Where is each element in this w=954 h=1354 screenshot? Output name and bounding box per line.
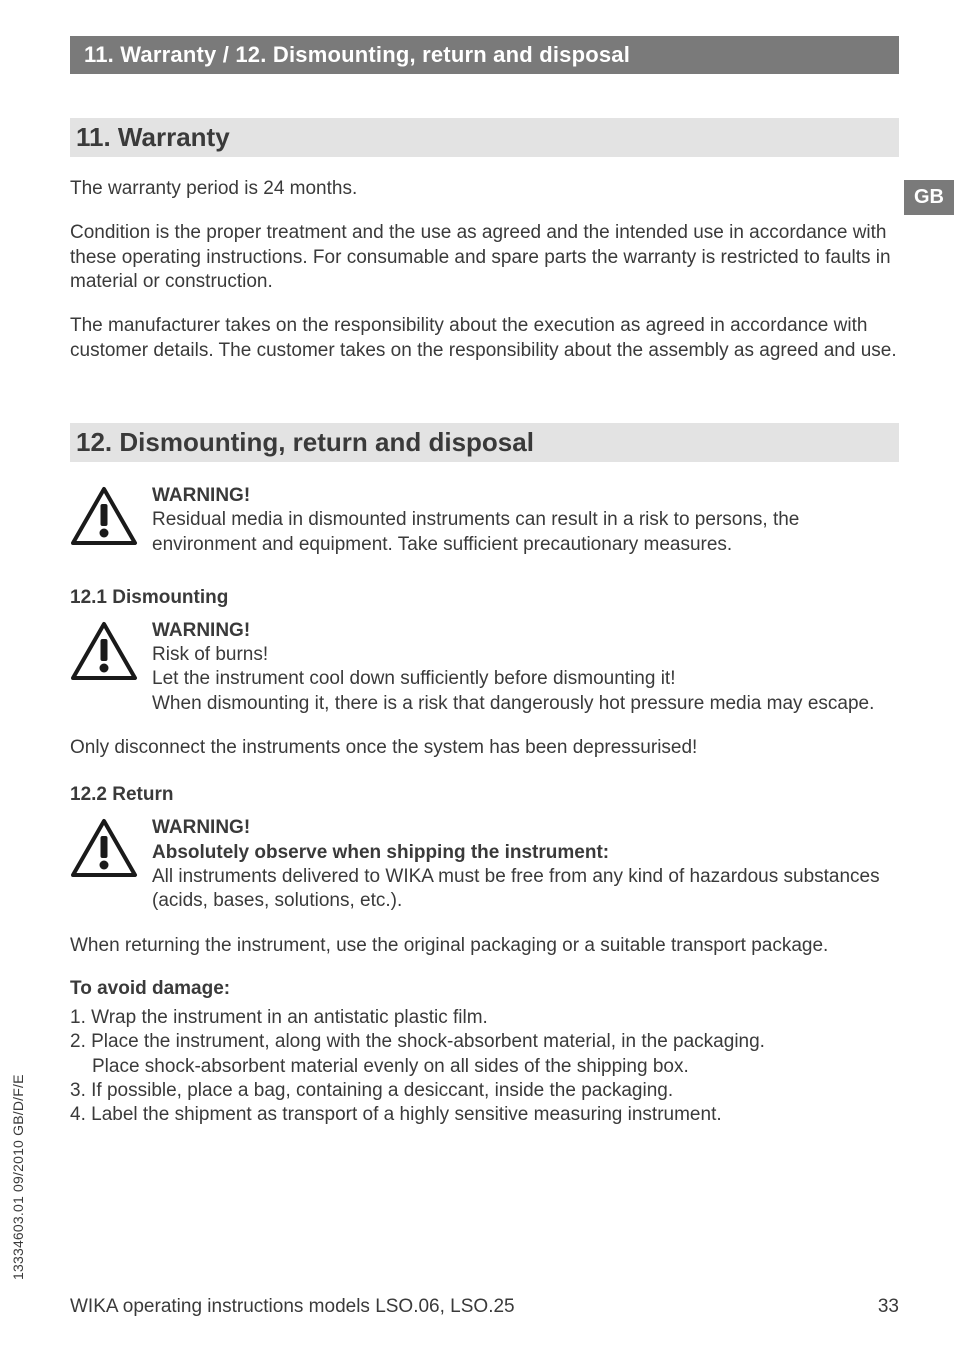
list-item: 4. Label the shipment as transport of a … (70, 1103, 899, 1127)
subsection-12-2-title: 12.2 Return (70, 784, 899, 806)
warning-3-heading: WARNING! (152, 817, 250, 838)
section-12-bar: 12. Dismounting, return and disposal (70, 423, 899, 462)
warning-block-3: WARNING! Absolutely observe when shippin… (70, 816, 899, 913)
list-item-2a: 2. Place the instrument, along with the … (70, 1031, 765, 1052)
warning-2-text: WARNING! Risk of burns! Let the instrume… (152, 619, 874, 716)
warning-1-body: Residual media in dismounted instruments… (152, 509, 799, 554)
language-tab: GB (904, 180, 954, 215)
list-item-2b: Place shock-absorbent material evenly on… (70, 1055, 899, 1079)
side-doc-code: 13334603.01 09/2010 GB/D/F/E (10, 1074, 26, 1280)
section-11-p3: The manufacturer takes on the responsibi… (70, 314, 899, 363)
warning-icon (70, 818, 138, 878)
warning-1-text: WARNING! Residual media in dismounted in… (152, 484, 899, 557)
section-11-title: 11. Warranty (76, 122, 230, 152)
footer-left: WIKA operating instructions models LSO.0… (70, 1296, 515, 1318)
list-item: 2. Place the instrument, along with the … (70, 1030, 899, 1079)
list-item: 1. Wrap the instrument in an antistatic … (70, 1006, 899, 1030)
warning-2-l3: When dismounting it, there is a risk tha… (152, 693, 874, 714)
page-header-title: 11. Warranty / 12. Dismounting, return a… (84, 42, 630, 67)
warning-block-1: WARNING! Residual media in dismounted in… (70, 484, 899, 557)
section-11-p1: The warranty period is 24 months. (70, 177, 899, 201)
subsection-12-1-title: 12.1 Dismounting (70, 587, 899, 609)
warning-2-l1: Risk of burns! (152, 644, 268, 665)
avoid-damage-title: To avoid damage: (70, 978, 899, 1000)
warning-icon (70, 621, 138, 681)
section-11-bar: 11. Warranty (70, 118, 899, 157)
warning-1-heading: WARNING! (152, 485, 250, 506)
subsection-12-2-after: When returning the instrument, use the o… (70, 934, 899, 958)
section-12-title: 12. Dismounting, return and disposal (76, 427, 534, 457)
footer-page-number: 33 (878, 1296, 899, 1318)
warning-block-2: WARNING! Risk of burns! Let the instrume… (70, 619, 899, 716)
warning-3-body: All instruments delivered to WIKA must b… (152, 866, 880, 911)
list-item: 3. If possible, place a bag, containing … (70, 1079, 899, 1103)
avoid-damage-list: 1. Wrap the instrument in an antistatic … (70, 1006, 899, 1128)
warning-3-bold-line: Absolutely observe when shipping the ins… (152, 842, 609, 863)
section-11-p2: Condition is the proper treatment and th… (70, 221, 899, 294)
page-footer: WIKA operating instructions models LSO.0… (70, 1296, 899, 1318)
warning-2-l2: Let the instrument cool down sufficientl… (152, 668, 676, 689)
page-header-bar: 11. Warranty / 12. Dismounting, return a… (70, 36, 899, 74)
language-tab-label: GB (914, 186, 944, 208)
warning-2-heading: WARNING! (152, 620, 250, 641)
warning-icon (70, 486, 138, 546)
subsection-12-1-after: Only disconnect the instruments once the… (70, 736, 899, 760)
warning-3-text: WARNING! Absolutely observe when shippin… (152, 816, 899, 913)
